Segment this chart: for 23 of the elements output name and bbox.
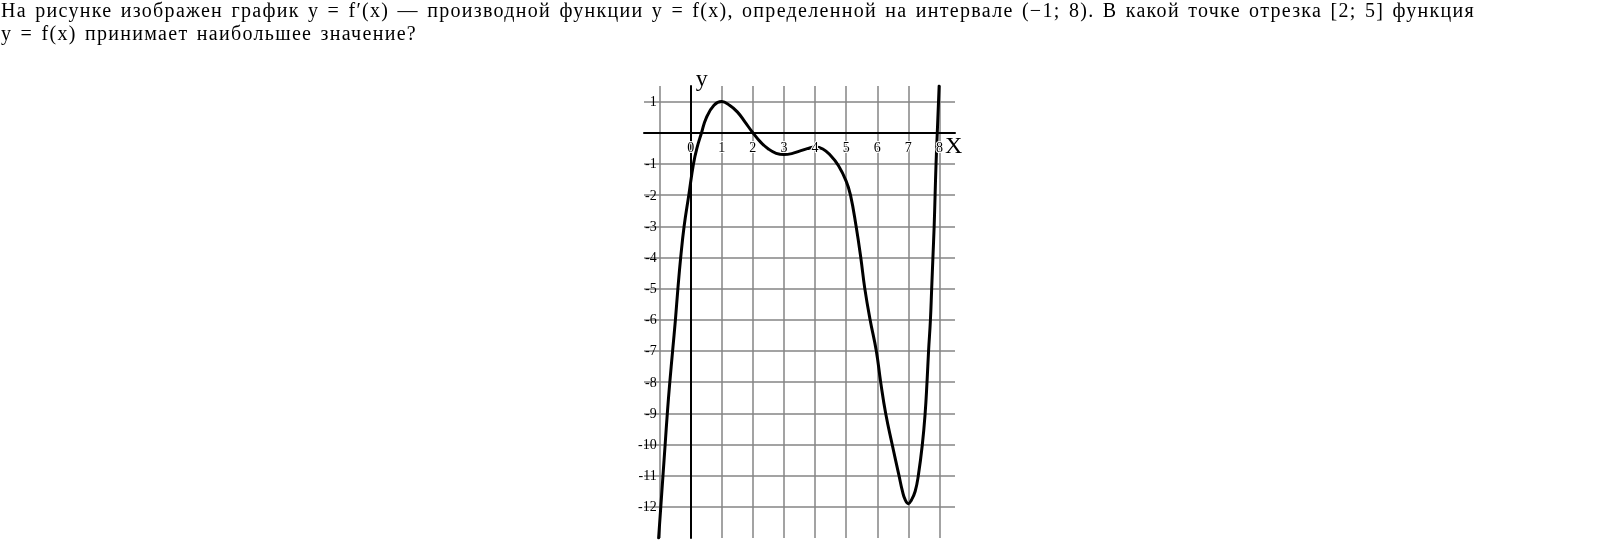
x-tick-label: 5 bbox=[842, 140, 850, 156]
x-tick-label: 8 bbox=[935, 140, 943, 156]
y-tick-label: -5 bbox=[644, 281, 657, 297]
y-tick-label: -6 bbox=[644, 312, 657, 328]
y-tick-label: -9 bbox=[644, 405, 657, 421]
chart-title: На рисунке изображен график y = f′(x) — производной функции y = f(x), определенной на интервале (−1; 8). В какой точке отрезка [2; 5] функция y = f(x) принимает наибольшее значение? bbox=[1, 0, 1477, 45]
y-tick-label: -7 bbox=[644, 343, 657, 359]
y-tick-label: -3 bbox=[644, 218, 657, 234]
y-axis-title: y bbox=[695, 65, 708, 91]
x-axis-title: X bbox=[945, 131, 963, 158]
x-tick-label: 2 bbox=[749, 140, 757, 156]
y-tick-label: -1 bbox=[644, 156, 657, 172]
x-tick-label: 7 bbox=[904, 140, 912, 156]
y-tick-label: -8 bbox=[644, 374, 657, 390]
x-tick-label: 6 bbox=[873, 140, 881, 156]
y-tick-label: -11 bbox=[638, 468, 657, 484]
y-tick-label: -12 bbox=[637, 499, 657, 515]
x-tick-label: 3 bbox=[780, 140, 788, 156]
x-tick-label: 1 bbox=[718, 140, 726, 156]
y-tick-label: -10 bbox=[637, 436, 657, 452]
y-tick-label: 1 bbox=[649, 94, 657, 110]
y-tick-label: -4 bbox=[644, 249, 657, 265]
y-tick-label: -2 bbox=[644, 187, 657, 203]
